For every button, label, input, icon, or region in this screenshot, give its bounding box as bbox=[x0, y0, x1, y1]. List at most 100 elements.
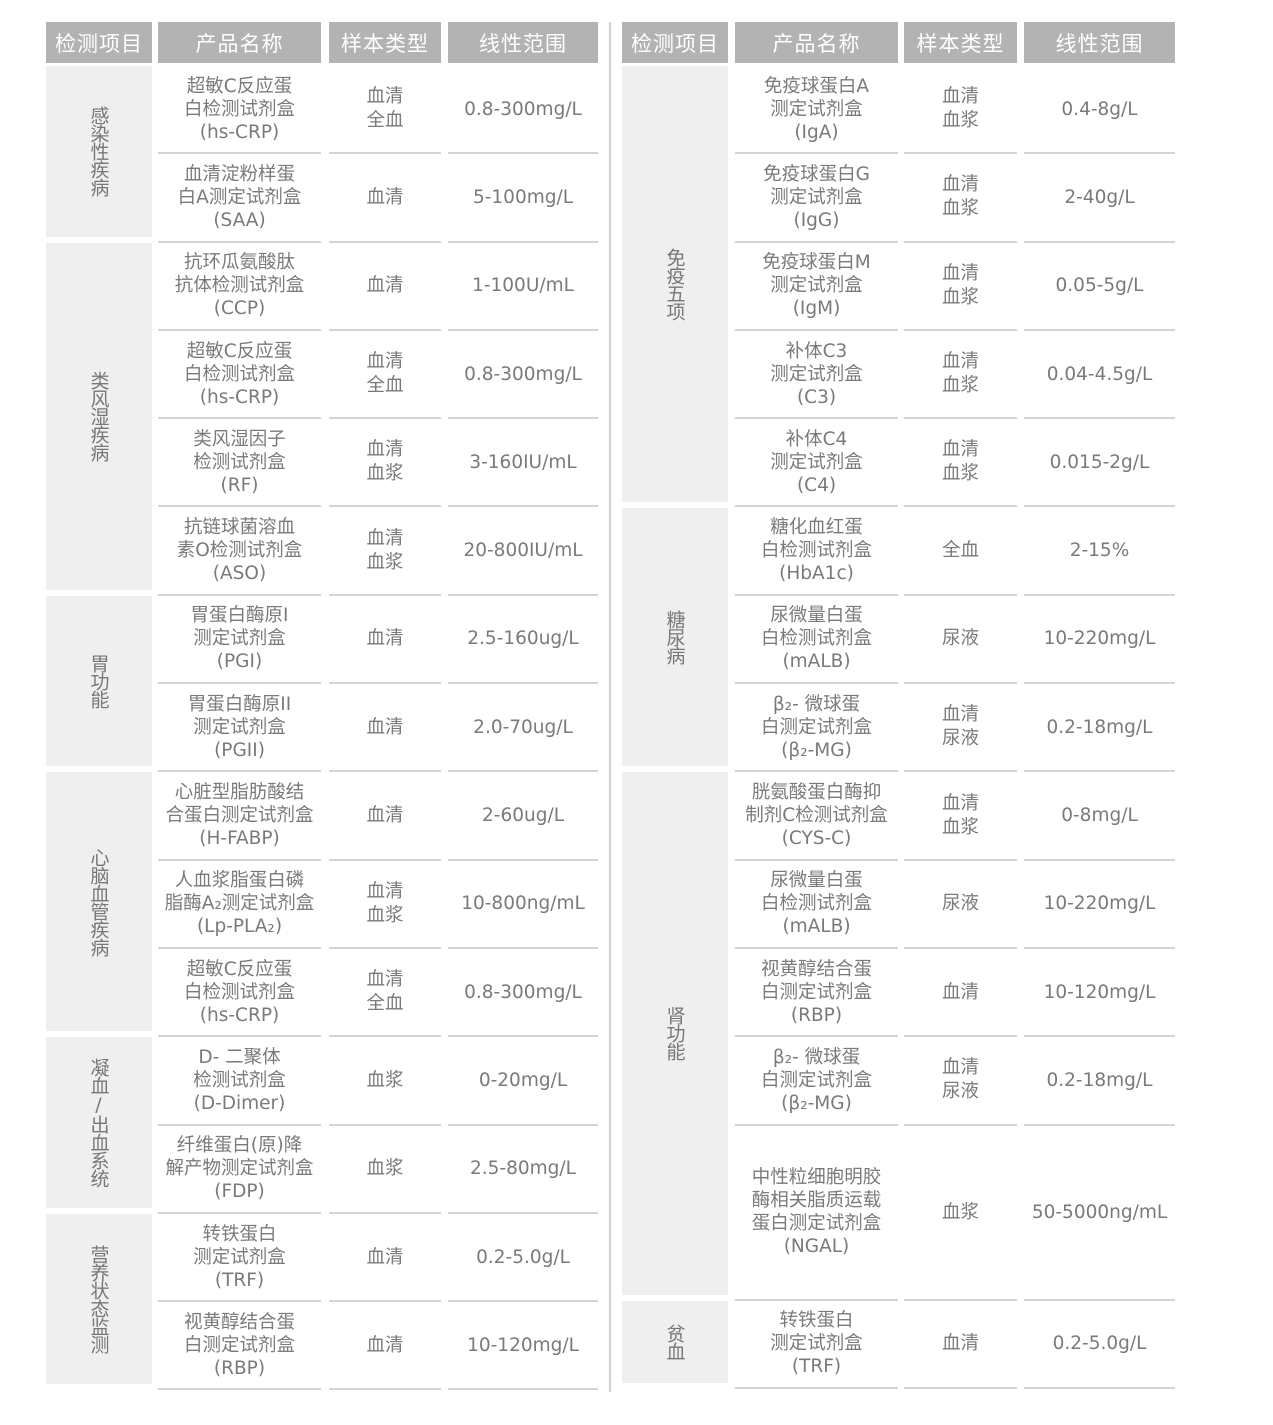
linear-range: 0.2-5.0g/L bbox=[1024, 1301, 1175, 1389]
product-name: 糖化血红蛋 白检测试剂盒 (HbA1c) bbox=[735, 508, 898, 596]
name-line: 白检测试剂盒 bbox=[183, 981, 295, 1003]
name-line: 测定试剂盒 bbox=[770, 451, 863, 473]
linear-range: 5-100mg/L bbox=[448, 154, 598, 243]
header-0: 检测项目 bbox=[46, 22, 152, 63]
category-label: 心脑血管疾病 bbox=[87, 847, 110, 956]
sample-line: 血清 bbox=[941, 792, 979, 814]
name-line: 超敏C反应蛋 bbox=[186, 958, 293, 980]
product-name: 心脏型脂肪酸结 合蛋白测定试剂盒 (H-FABP) bbox=[158, 772, 321, 861]
name-line: 胃蛋白酶原I bbox=[190, 605, 289, 627]
linear-range: 0-8mg/L bbox=[1024, 772, 1175, 861]
name-line: 纤维蛋白(原)降 bbox=[176, 1135, 303, 1157]
name-line: (β₂-MG) bbox=[781, 739, 852, 761]
name-line: (IgG) bbox=[793, 209, 840, 231]
sample-line: 血清 bbox=[366, 628, 404, 650]
name-line: 白测定试剂盒 bbox=[760, 1069, 872, 1091]
name-line: 抗体检测试剂盒 bbox=[174, 275, 305, 297]
category-label: 营养状态监测 bbox=[87, 1245, 110, 1354]
name-line: 脂酶A₂测定试剂盒 bbox=[164, 893, 315, 915]
name-line: 制剂C检测试剂盒 bbox=[745, 805, 888, 827]
sample-type: 血清 bbox=[329, 1302, 441, 1391]
product-name: 胃蛋白酶原II 测定试剂盒 (PGII) bbox=[158, 684, 321, 773]
sample-type: 血清 bbox=[329, 154, 441, 243]
category-cell: 心脑血管疾病 bbox=[46, 772, 152, 1032]
header-2: 样本类型 bbox=[329, 22, 441, 63]
name-line: 抗环瓜氨酸肽 bbox=[183, 252, 295, 274]
sample-line: 血清 bbox=[941, 439, 979, 461]
name-line: 胱氨酸蛋白酶抑 bbox=[751, 782, 882, 804]
linear-range: 2.5-160ug/L bbox=[448, 596, 598, 685]
sample-type: 血清 血浆 bbox=[329, 508, 441, 596]
category-cell: 凝血/出血系统 bbox=[46, 1037, 152, 1208]
name-line: 测定试剂盒 bbox=[193, 1246, 286, 1268]
sample-line: 血浆 bbox=[366, 1069, 404, 1091]
sample-type: 血清 bbox=[329, 1214, 441, 1303]
product-name: 胃蛋白酶原I 测定试剂盒 (PGI) bbox=[158, 596, 321, 685]
category-cell: 贫血 bbox=[622, 1300, 728, 1383]
name-line: (hs-CRP) bbox=[199, 386, 280, 408]
product-name: 免疫球蛋白M 测定试剂盒 (IgM) bbox=[735, 243, 898, 331]
sample-type: 血清 bbox=[329, 596, 441, 685]
sample-type: 全血 bbox=[904, 508, 1017, 596]
sample-type: 尿液 bbox=[904, 861, 1017, 949]
product-name: 抗环瓜氨酸肽 抗体检测试剂盒 (CCP) bbox=[158, 243, 321, 331]
product-name: 抗链球菌溶血 素O检测试剂盒 (ASO) bbox=[158, 508, 321, 596]
header-3: 线性范围 bbox=[448, 22, 598, 63]
name-line: 视黄醇结合蛋 bbox=[183, 1311, 295, 1333]
name-line: D- 二聚体 bbox=[198, 1046, 281, 1068]
name-line: 白测定试剂盒 bbox=[760, 981, 872, 1003]
linear-range: 2-15% bbox=[1024, 508, 1175, 596]
product-name: β₂- 微球蛋 白测定试剂盒 (β₂-MG) bbox=[735, 684, 898, 773]
category-label: 糖尿病 bbox=[663, 609, 686, 664]
sample-type: 血清 血浆 bbox=[904, 772, 1017, 861]
linear-range: 10-120mg/L bbox=[448, 1302, 598, 1391]
header-0: 检测项目 bbox=[622, 22, 728, 63]
linear-range: 0.2-18mg/L bbox=[1024, 1037, 1175, 1126]
name-line: 白检测试剂盒 bbox=[760, 540, 872, 562]
name-line: (hs-CRP) bbox=[199, 1004, 280, 1026]
linear-range: 0.04-4.5g/L bbox=[1024, 331, 1175, 420]
linear-range: 3-160IU/mL bbox=[448, 419, 598, 508]
sample-line: 血清 bbox=[941, 704, 979, 726]
product-name: β₂- 微球蛋 白测定试剂盒 (β₂-MG) bbox=[735, 1037, 898, 1126]
sample-type: 血清 bbox=[329, 243, 441, 331]
sample-line: 血浆 bbox=[941, 1201, 979, 1223]
name-line: 合蛋白测定试剂盒 bbox=[165, 805, 314, 827]
sample-line: 血浆 bbox=[941, 816, 979, 838]
header-2: 样本类型 bbox=[904, 22, 1017, 63]
category-label: 免疫五项 bbox=[663, 247, 686, 320]
name-line: (IgM) bbox=[792, 298, 841, 320]
sample-line: 全血 bbox=[366, 110, 404, 132]
linear-range: 10-800ng/mL bbox=[448, 861, 598, 949]
product-name: 超敏C反应蛋 白检测试剂盒 (hs-CRP) bbox=[158, 949, 321, 1038]
sample-type: 血清 bbox=[904, 949, 1017, 1038]
category-label: 感染性疾病 bbox=[87, 106, 110, 197]
sample-line: 血清 bbox=[366, 186, 404, 208]
sample-type: 血清 血浆 bbox=[904, 243, 1017, 331]
product-name: 转铁蛋白 测定试剂盒 (TRF) bbox=[735, 1301, 898, 1389]
sample-line: 尿液 bbox=[941, 893, 979, 915]
category-label: 胃功能 bbox=[87, 654, 110, 709]
linear-range: 2.5-80mg/L bbox=[448, 1126, 598, 1214]
name-line: (RF) bbox=[220, 474, 259, 496]
name-line: (CYS-C) bbox=[781, 828, 852, 850]
name-line: (FDP) bbox=[214, 1181, 265, 1203]
product-name: 纤维蛋白(原)降 解产物测定试剂盒 (FDP) bbox=[158, 1126, 321, 1214]
name-line: (β₂-MG) bbox=[781, 1092, 852, 1114]
product-name: 尿微量白蛋 白检测试剂盒 (mALB) bbox=[735, 596, 898, 685]
category-cell: 肾功能 bbox=[622, 772, 728, 1295]
name-line: 测定试剂盒 bbox=[770, 275, 863, 297]
name-line: 检测试剂盒 bbox=[193, 1069, 286, 1091]
name-line: 白检测试剂盒 bbox=[760, 893, 872, 915]
sample-type: 血清 尿液 bbox=[904, 684, 1017, 773]
sample-line: 血浆 bbox=[941, 198, 979, 220]
category-label: 贫血 bbox=[663, 1323, 686, 1360]
linear-range: 2.0-70ug/L bbox=[448, 684, 598, 773]
header-3: 线性范围 bbox=[1024, 22, 1175, 63]
linear-range: 20-800IU/mL bbox=[448, 508, 598, 596]
header-1: 产品名称 bbox=[735, 22, 898, 63]
name-line: (ASO) bbox=[212, 563, 267, 585]
category-cell: 感染性疾病 bbox=[46, 66, 152, 237]
category-cell: 糖尿病 bbox=[622, 507, 728, 767]
sample-type: 血清 血浆 bbox=[904, 331, 1017, 420]
